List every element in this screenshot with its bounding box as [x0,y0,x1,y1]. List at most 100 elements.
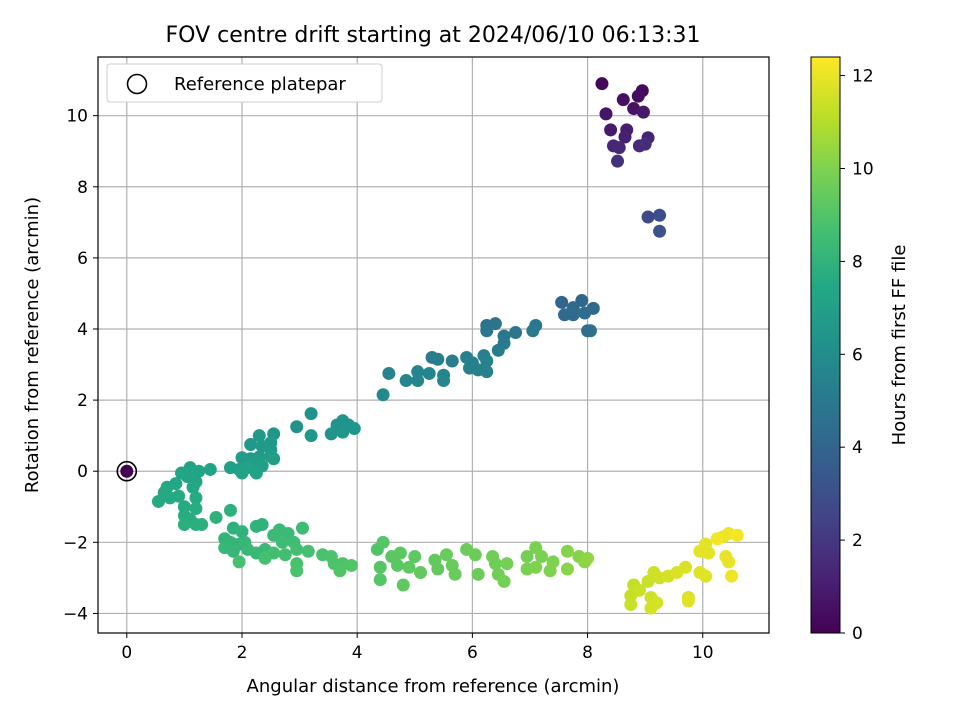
data-point [290,542,304,556]
data-point [509,326,523,340]
data-point [189,502,203,516]
data-point [471,567,485,581]
data-point [604,123,618,137]
data-point [391,558,405,572]
data-point [445,354,459,368]
data-point [267,528,281,542]
data-point [258,551,272,565]
data-point [235,466,249,480]
y-tick-label: 0 [77,462,88,482]
data-point [595,77,609,91]
data-point [195,518,209,532]
reference-point [116,460,138,482]
data-point [304,429,318,443]
chart-title: FOV centre drift starting at 2024/06/10 … [166,23,701,48]
colorbar-tick-label: 8 [852,252,863,272]
plot-frame [97,56,770,634]
data-point [172,489,186,503]
data-point [632,583,646,597]
data-point [226,544,240,558]
x-axis-ticks: 0 2 4 6 8 10 [121,633,714,663]
data-point [730,528,744,542]
data-point [431,562,445,576]
data-point [249,466,263,480]
legend-reference-marker [126,73,148,95]
x-tick-label: 10 [692,643,714,663]
data-point [627,102,641,116]
data-point [336,425,350,439]
legend-box [106,63,383,103]
data-point [480,365,494,379]
data-point [402,560,416,574]
data-point [301,544,315,558]
data-point [578,306,592,320]
data-point [500,557,514,571]
data-point [488,317,502,331]
y-tick-label: 6 [77,249,88,269]
data-point [546,555,560,569]
scatter-points [120,77,744,615]
legend-entry-label: Reference platepar [174,74,346,95]
data-point [414,566,428,580]
y-tick-label: 2 [77,391,88,411]
y-axis-label: Rotation from reference (arcmin) [22,197,43,493]
data-point [480,324,494,338]
data-point [526,324,540,338]
data-point [186,480,200,494]
data-point [255,518,269,532]
data-point [439,548,453,562]
data-point [209,510,223,524]
data-point [376,388,390,402]
colorbar-tick-label: 6 [852,345,863,365]
colorbar-tick-label: 4 [852,438,863,458]
data-point [448,567,462,581]
colorbar-tick-label: 0 [852,624,863,644]
reference-platepar-marker [116,460,138,482]
data-point [290,420,304,434]
x-axis-label: Angular distance from reference (arcmin) [247,676,620,697]
data-point [399,374,413,388]
data-point [575,294,589,308]
data-point [437,374,451,388]
data-point [295,521,309,535]
y-axis-ticks: −4 −2 0 2 4 6 8 10 [63,107,98,624]
data-point [581,551,595,565]
data-point [722,555,736,569]
data-point [631,89,645,103]
data-point [235,525,249,539]
data-point [267,452,281,466]
x-tick-label: 6 [467,643,478,663]
data-point [638,137,652,151]
data-point [653,208,667,222]
data-point [120,464,134,478]
colorbar-tick-label: 2 [852,531,863,551]
data-point [699,569,713,583]
data-point [612,141,626,155]
colorbar [810,56,841,634]
data-point [534,550,548,564]
y-tick-label: 10 [66,107,88,127]
data-point [560,544,574,558]
colorbar-label: Hours from first FF file [889,245,910,446]
data-point [373,573,387,587]
data-point [203,462,217,476]
data-point [232,555,246,569]
data-point [290,564,304,578]
colorbar-ticks: 0 2 4 6 8 10 12 [840,67,874,644]
data-point [491,343,505,357]
data-point [431,352,445,366]
data-point [393,546,407,560]
data-point [520,550,534,564]
data-point [275,535,289,549]
data-point [192,464,206,478]
data-point [376,535,390,549]
y-tick-label: 4 [77,320,88,340]
data-point [468,548,482,562]
data-point [189,491,203,505]
data-point [611,154,625,168]
data-point [702,546,716,560]
data-point [616,93,630,107]
data-point [725,569,739,583]
data-point [710,532,724,546]
data-point [624,598,638,612]
